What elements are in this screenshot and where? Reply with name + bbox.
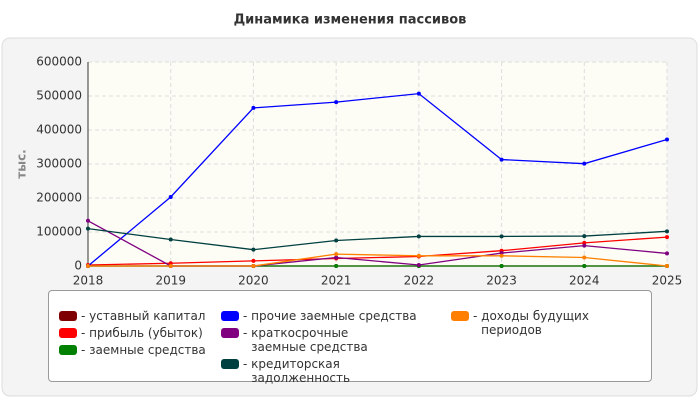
point: [665, 235, 669, 240]
legend-dash: -: [81, 343, 90, 357]
point: [416, 234, 421, 239]
legend-dash: -: [473, 309, 482, 323]
legend-dash: -: [243, 326, 252, 340]
legend-item: - прибыль (убыток): [59, 326, 209, 340]
y-tick-label: 500000: [36, 89, 82, 103]
point: [251, 258, 256, 263]
x-tick-label: 2020: [238, 274, 269, 288]
point: [582, 161, 587, 166]
legend-swatch: [59, 345, 77, 355]
point: [251, 105, 256, 110]
series-line: [87, 92, 668, 267]
point: [168, 237, 173, 242]
chart-title: Динамика изменения пассивов: [234, 13, 467, 28]
point: [582, 243, 587, 248]
legend-dash: -: [243, 357, 252, 371]
legend-label: прочие заемные средства: [251, 309, 417, 323]
series-line: [87, 236, 668, 266]
y-tick-label: 200000: [36, 191, 82, 205]
point: [86, 218, 90, 223]
legend-swatch: [221, 328, 239, 338]
point: [665, 137, 669, 142]
x-tick-label: 2022: [404, 274, 435, 288]
x-tick-label: 2024: [569, 274, 600, 288]
legend-dash: -: [243, 309, 252, 323]
point: [168, 194, 173, 199]
legend-swatch: [221, 311, 239, 321]
legend-column: - уставный капитал - прибыль (убыток) - за…: [59, 309, 209, 360]
x-tick-label: 2018: [73, 274, 104, 288]
legend-item: - доходы будущих периодов: [451, 309, 641, 337]
point: [665, 251, 669, 256]
legend-dash: -: [81, 326, 90, 340]
series-line: [88, 253, 668, 267]
legend-column: - доходы будущих периодов: [451, 309, 641, 340]
point: [86, 226, 90, 231]
legend-label: прибыль (убыток): [89, 326, 203, 340]
y-tick-label: 600000: [36, 55, 82, 69]
point: [416, 262, 421, 267]
x-tick-label: 2025: [652, 274, 683, 288]
point: [334, 255, 339, 260]
legend-swatch: [221, 359, 239, 369]
point: [334, 238, 339, 243]
y-tick-label: 100000: [36, 225, 82, 239]
legend-item: - краткосрочные заемные средства: [221, 326, 431, 354]
legend-item: - кредиторская задолженность: [221, 357, 431, 385]
legend-item: - заемные средства: [59, 343, 209, 357]
point: [416, 91, 421, 96]
point: [665, 264, 669, 268]
legend-dash: -: [81, 309, 90, 323]
point: [334, 264, 339, 268]
legend-item: - прочие заемные средства: [221, 309, 431, 323]
point: [499, 157, 504, 162]
x-tick-label: 2023: [486, 274, 517, 288]
y-tick-label: 0: [74, 259, 82, 273]
point: [251, 264, 256, 268]
point: [334, 252, 339, 257]
point: [499, 253, 504, 258]
point: [334, 100, 339, 105]
point: [86, 264, 90, 268]
x-tick-label: 2021: [321, 274, 352, 288]
legend-label: кредиторская задолженность: [251, 357, 351, 385]
series-line: [87, 227, 668, 251]
y-tick-label: 400000: [36, 123, 82, 137]
point: [168, 264, 173, 268]
y-axis-label: тыс.: [15, 149, 29, 178]
legend: - уставный капитал - прибыль (убыток) - за…: [48, 290, 652, 385]
y-tick-label: 300000: [36, 157, 82, 171]
legend-column: - прочие заемные средства - краткосрочные…: [221, 309, 431, 388]
point: [582, 255, 587, 260]
legend-item: - уставный капитал: [59, 309, 209, 323]
point: [582, 234, 587, 239]
legend-swatch: [59, 311, 77, 321]
legend-swatch: [451, 311, 469, 321]
point: [582, 264, 587, 268]
point: [665, 229, 669, 234]
legend-label: уставный капитал: [89, 309, 206, 323]
legend-label: доходы будущих периодов: [481, 309, 589, 337]
legend-label: краткосрочные заемные средства: [251, 326, 368, 354]
legend-label: заемные средства: [89, 343, 206, 357]
point: [251, 247, 256, 252]
legend-swatch: [59, 328, 77, 338]
point: [416, 253, 421, 258]
x-tick-label: 2019: [155, 274, 186, 288]
point: [499, 264, 504, 268]
point: [499, 234, 504, 239]
